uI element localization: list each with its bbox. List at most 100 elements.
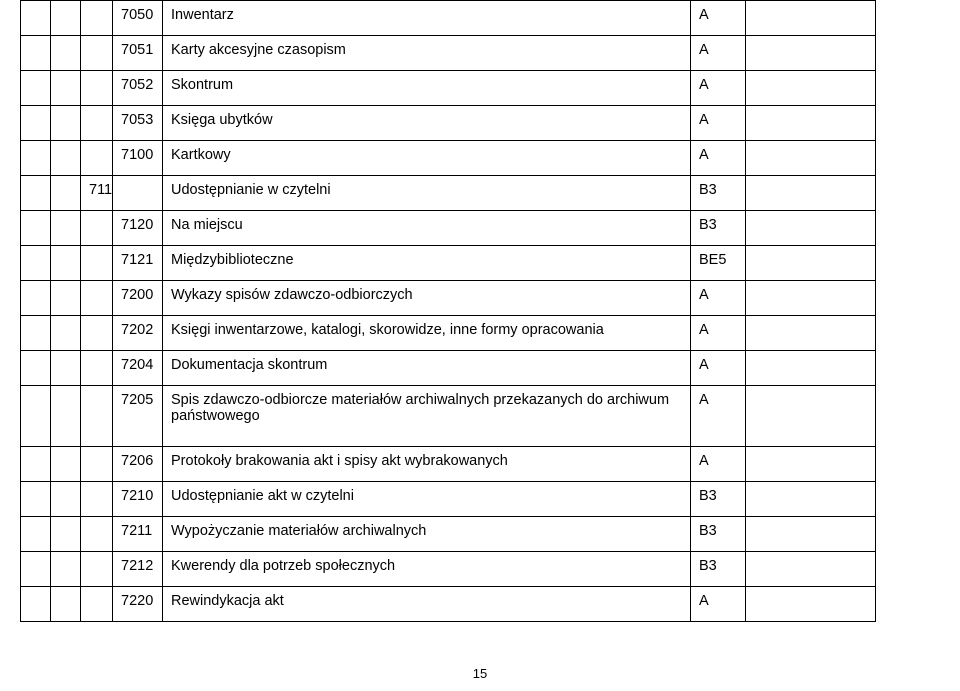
table-cell bbox=[746, 141, 876, 176]
table-cell: 7205 bbox=[113, 386, 163, 447]
table-cell: 7212 bbox=[113, 552, 163, 587]
table-row: 7100KartkowyA bbox=[21, 141, 876, 176]
table-cell bbox=[81, 552, 113, 587]
table-row: 7210Udostępnianie akt w czytelniB3 bbox=[21, 482, 876, 517]
table-cell: Inwentarz bbox=[163, 1, 691, 36]
table-cell: 7120 bbox=[113, 211, 163, 246]
table-cell bbox=[21, 281, 51, 316]
table-cell: B3 bbox=[691, 552, 746, 587]
table-cell bbox=[51, 36, 81, 71]
table-cell bbox=[746, 552, 876, 587]
table-cell: A bbox=[691, 1, 746, 36]
table-cell bbox=[51, 482, 81, 517]
table-cell: 7211 bbox=[113, 517, 163, 552]
table-row: 7220Rewindykacja aktA bbox=[21, 587, 876, 622]
table-cell: Międzybiblioteczne bbox=[163, 246, 691, 281]
table-cell bbox=[81, 141, 113, 176]
table-cell bbox=[21, 106, 51, 141]
table-row: 711Udostępnianie w czytelniB3 bbox=[21, 176, 876, 211]
table-cell: B3 bbox=[691, 482, 746, 517]
table-cell bbox=[81, 36, 113, 71]
table-cell bbox=[81, 106, 113, 141]
table-cell bbox=[51, 106, 81, 141]
table-cell: Skontrum bbox=[163, 71, 691, 106]
table-cell: Na miejscu bbox=[163, 211, 691, 246]
table-cell bbox=[81, 447, 113, 482]
table-row: 7051Karty akcesyjne czasopismA bbox=[21, 36, 876, 71]
table-cell bbox=[81, 211, 113, 246]
table-cell bbox=[746, 482, 876, 517]
table-cell bbox=[51, 176, 81, 211]
table-row: 7206Protokoły brakowania akt i spisy akt… bbox=[21, 447, 876, 482]
table-cell bbox=[746, 386, 876, 447]
table-row: 7205Spis zdawczo-odbiorcze materiałów ar… bbox=[21, 386, 876, 447]
table-cell bbox=[21, 517, 51, 552]
table-cell: 7220 bbox=[113, 587, 163, 622]
table-cell: A bbox=[691, 281, 746, 316]
table-cell: 7121 bbox=[113, 246, 163, 281]
table-row: 7121MiędzybiblioteczneBE5 bbox=[21, 246, 876, 281]
table-cell bbox=[746, 517, 876, 552]
table-cell bbox=[51, 351, 81, 386]
table-cell: Udostępnianie akt w czytelni bbox=[163, 482, 691, 517]
table-cell bbox=[51, 447, 81, 482]
table-cell bbox=[51, 587, 81, 622]
table-cell: Księgi inwentarzowe, katalogi, skorowidz… bbox=[163, 316, 691, 351]
table-cell bbox=[51, 386, 81, 447]
table-cell bbox=[21, 447, 51, 482]
table-row: 7053Księga ubytkówA bbox=[21, 106, 876, 141]
table-row: 7200Wykazy spisów zdawczo-odbiorczychA bbox=[21, 281, 876, 316]
table-cell bbox=[51, 281, 81, 316]
table-row: 7204Dokumentacja skontrumA bbox=[21, 351, 876, 386]
page-number: 15 bbox=[0, 666, 960, 681]
table-cell: 7204 bbox=[113, 351, 163, 386]
table-row: 7212Kwerendy dla potrzeb społecznychB3 bbox=[21, 552, 876, 587]
table-cell: Spis zdawczo-odbiorcze materiałów archiw… bbox=[163, 386, 691, 447]
table-cell bbox=[21, 552, 51, 587]
table-cell bbox=[81, 71, 113, 106]
table-cell: A bbox=[691, 447, 746, 482]
table-cell: A bbox=[691, 36, 746, 71]
table-cell bbox=[51, 517, 81, 552]
table-cell bbox=[51, 246, 81, 281]
table-cell: Rewindykacja akt bbox=[163, 587, 691, 622]
table-cell: A bbox=[691, 587, 746, 622]
table-cell: B3 bbox=[691, 176, 746, 211]
table-cell: 7052 bbox=[113, 71, 163, 106]
table-cell bbox=[746, 71, 876, 106]
table-cell: Udostępnianie w czytelni bbox=[163, 176, 691, 211]
table-cell: BE5 bbox=[691, 246, 746, 281]
table-cell bbox=[81, 517, 113, 552]
table-cell bbox=[81, 246, 113, 281]
table-cell bbox=[21, 211, 51, 246]
table-cell bbox=[81, 281, 113, 316]
table-cell bbox=[21, 141, 51, 176]
table-cell: A bbox=[691, 106, 746, 141]
table-cell bbox=[81, 1, 113, 36]
table-row: 7202Księgi inwentarzowe, katalogi, skoro… bbox=[21, 316, 876, 351]
table-cell bbox=[746, 176, 876, 211]
table-cell: Karty akcesyjne czasopism bbox=[163, 36, 691, 71]
table-cell: 7053 bbox=[113, 106, 163, 141]
classification-table: 7050InwentarzA7051Karty akcesyjne czasop… bbox=[20, 0, 876, 622]
table-cell: Kwerendy dla potrzeb społecznych bbox=[163, 552, 691, 587]
table-cell: 7100 bbox=[113, 141, 163, 176]
table-cell bbox=[81, 351, 113, 386]
table-cell bbox=[21, 71, 51, 106]
table-cell bbox=[51, 71, 81, 106]
table-cell: A bbox=[691, 316, 746, 351]
table-row: 7052SkontrumA bbox=[21, 71, 876, 106]
table-cell: A bbox=[691, 71, 746, 106]
table-cell: Księga ubytków bbox=[163, 106, 691, 141]
table-cell: 7200 bbox=[113, 281, 163, 316]
table-cell: Kartkowy bbox=[163, 141, 691, 176]
table-cell bbox=[746, 447, 876, 482]
table-row: 7120Na miejscuB3 bbox=[21, 211, 876, 246]
table-cell bbox=[51, 316, 81, 351]
table-cell bbox=[51, 141, 81, 176]
table-cell: B3 bbox=[691, 517, 746, 552]
table-cell: Dokumentacja skontrum bbox=[163, 351, 691, 386]
table-cell bbox=[51, 1, 81, 36]
table-cell bbox=[21, 482, 51, 517]
table-cell bbox=[21, 351, 51, 386]
